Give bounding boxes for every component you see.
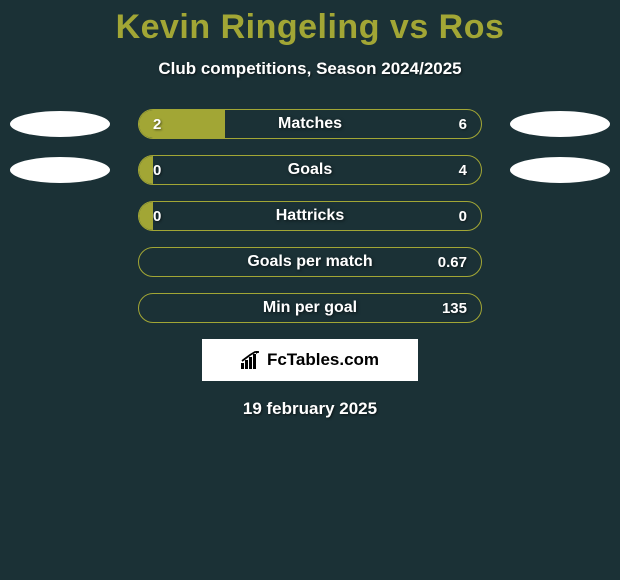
stat-bar-content: 26 bbox=[139, 110, 481, 138]
chart-icon bbox=[241, 351, 263, 369]
brand-box[interactable]: FcTables.com bbox=[202, 339, 418, 381]
stat-value-left: 0 bbox=[153, 208, 161, 225]
page-title: Kevin Ringeling vs Ros bbox=[0, 8, 620, 47]
stat-bar: 135Min per goal bbox=[138, 293, 482, 323]
stat-bar: 00Hattricks bbox=[138, 201, 482, 231]
stats-area: 26Matches04Goals00Hattricks0.67Goals per… bbox=[0, 109, 620, 323]
stat-row: 26Matches bbox=[0, 109, 620, 139]
stat-row: 0.67Goals per match bbox=[0, 247, 620, 277]
stat-value-right: 0.67 bbox=[438, 254, 467, 271]
stat-bar: 0.67Goals per match bbox=[138, 247, 482, 277]
player-marker-left bbox=[10, 111, 110, 137]
footer-date: 19 february 2025 bbox=[0, 399, 620, 419]
stat-row: 135Min per goal bbox=[0, 293, 620, 323]
stat-value-right: 0 bbox=[459, 208, 467, 225]
stat-bar-content: 135 bbox=[139, 294, 481, 322]
stat-bar-content: 0.67 bbox=[139, 248, 481, 276]
stat-value-left: 2 bbox=[153, 116, 161, 133]
player-marker-left bbox=[10, 157, 110, 183]
comparison-container: Kevin Ringeling vs Ros Club competitions… bbox=[0, 0, 620, 419]
stat-row: 04Goals bbox=[0, 155, 620, 185]
stat-value-right: 6 bbox=[459, 116, 467, 133]
player-marker-right bbox=[510, 111, 610, 137]
stat-bar-content: 00 bbox=[139, 202, 481, 230]
stat-value-right: 135 bbox=[442, 300, 467, 317]
page-subtitle: Club competitions, Season 2024/2025 bbox=[0, 59, 620, 79]
player-marker-right bbox=[510, 157, 610, 183]
stat-bar-content: 04 bbox=[139, 156, 481, 184]
brand-text: FcTables.com bbox=[267, 350, 379, 370]
stat-bar: 04Goals bbox=[138, 155, 482, 185]
stat-row: 00Hattricks bbox=[0, 201, 620, 231]
stat-bar: 26Matches bbox=[138, 109, 482, 139]
stat-value-right: 4 bbox=[459, 162, 467, 179]
stat-value-left: 0 bbox=[153, 162, 161, 179]
